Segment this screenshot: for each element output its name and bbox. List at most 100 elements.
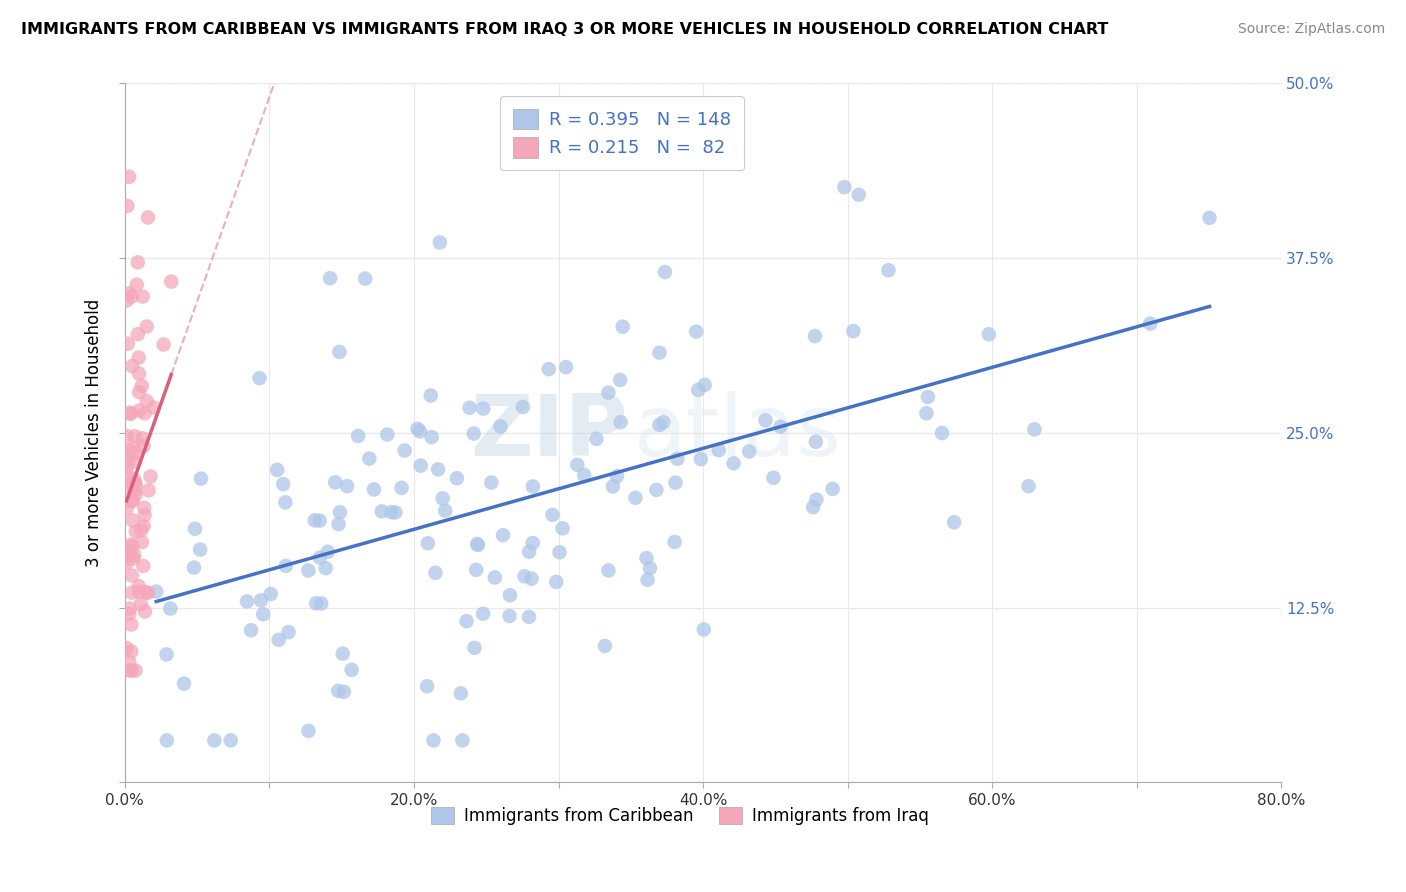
Point xyxy=(250,593,273,607)
Text: IMMIGRANTS FROM CARIBBEAN VS IMMIGRANTS FROM IRAQ 3 OR MORE VEHICLES IN HOUSEHOL: IMMIGRANTS FROM CARIBBEAN VS IMMIGRANTS … xyxy=(21,22,1108,37)
Point xyxy=(537,362,560,376)
Point xyxy=(624,491,647,505)
Point xyxy=(118,601,141,615)
Point xyxy=(128,403,150,417)
Point xyxy=(693,623,716,637)
Point xyxy=(274,558,297,573)
Point xyxy=(202,733,225,747)
Point xyxy=(125,487,148,501)
Y-axis label: 3 or more Vehicles in Household: 3 or more Vehicles in Household xyxy=(86,299,103,567)
Point xyxy=(120,471,142,485)
Point xyxy=(359,451,381,466)
Point xyxy=(688,383,710,397)
Point xyxy=(122,493,145,508)
Point xyxy=(328,683,350,698)
Point xyxy=(159,601,181,615)
Point xyxy=(915,406,938,420)
Point xyxy=(188,542,211,557)
Point xyxy=(125,478,148,492)
Point xyxy=(446,471,468,485)
Point xyxy=(465,537,488,551)
Point xyxy=(612,319,634,334)
Point xyxy=(472,607,495,621)
Point xyxy=(118,664,141,678)
Point xyxy=(131,535,153,549)
Point xyxy=(155,648,177,662)
Point xyxy=(598,385,620,400)
Point xyxy=(489,419,512,434)
Point xyxy=(637,573,659,587)
Point xyxy=(546,574,568,589)
Point xyxy=(333,685,356,699)
Point xyxy=(707,443,730,458)
Point xyxy=(769,419,792,434)
Point xyxy=(693,377,716,392)
Point xyxy=(567,458,589,472)
Text: ZIP: ZIP xyxy=(470,392,628,475)
Point xyxy=(121,585,143,599)
Point xyxy=(132,559,155,574)
Point xyxy=(309,597,332,611)
Point xyxy=(1198,211,1220,225)
Point xyxy=(122,478,145,492)
Point xyxy=(645,483,668,497)
Point xyxy=(115,556,138,570)
Point xyxy=(118,655,141,669)
Point xyxy=(132,519,155,533)
Point xyxy=(465,563,488,577)
Point xyxy=(136,586,159,600)
Point xyxy=(370,504,392,518)
Point xyxy=(522,479,544,493)
Point xyxy=(451,733,474,747)
Point xyxy=(131,289,153,303)
Point xyxy=(602,479,624,493)
Point xyxy=(429,235,451,250)
Point xyxy=(394,443,416,458)
Point xyxy=(804,434,827,449)
Point xyxy=(638,561,661,575)
Point xyxy=(877,263,900,277)
Point xyxy=(406,422,429,436)
Point xyxy=(132,439,155,453)
Point xyxy=(121,539,143,553)
Point xyxy=(472,401,495,416)
Point xyxy=(409,458,432,473)
Point xyxy=(484,570,506,584)
Point xyxy=(124,476,146,491)
Point xyxy=(128,351,150,365)
Point xyxy=(118,286,141,301)
Point xyxy=(184,522,207,536)
Point xyxy=(917,390,939,404)
Point xyxy=(420,430,443,444)
Point xyxy=(120,482,142,496)
Point xyxy=(754,413,776,427)
Point xyxy=(463,426,485,441)
Point xyxy=(467,538,489,552)
Point xyxy=(120,494,142,508)
Point xyxy=(115,551,138,566)
Point xyxy=(120,538,142,552)
Point xyxy=(723,456,745,470)
Point xyxy=(666,451,689,466)
Point xyxy=(522,536,544,550)
Point xyxy=(664,535,686,549)
Point xyxy=(125,524,148,539)
Point xyxy=(252,607,274,622)
Point xyxy=(124,664,146,678)
Point xyxy=(409,425,432,439)
Point xyxy=(131,379,153,393)
Point xyxy=(121,475,143,490)
Point xyxy=(121,568,143,582)
Point xyxy=(121,664,143,678)
Point xyxy=(517,545,540,559)
Point xyxy=(606,469,628,483)
Point xyxy=(801,500,824,515)
Point xyxy=(419,388,441,402)
Point xyxy=(135,394,157,409)
Point xyxy=(977,327,1000,342)
Point xyxy=(434,503,457,517)
Point xyxy=(135,585,157,599)
Point xyxy=(492,528,515,542)
Point xyxy=(127,327,149,342)
Point xyxy=(380,505,402,519)
